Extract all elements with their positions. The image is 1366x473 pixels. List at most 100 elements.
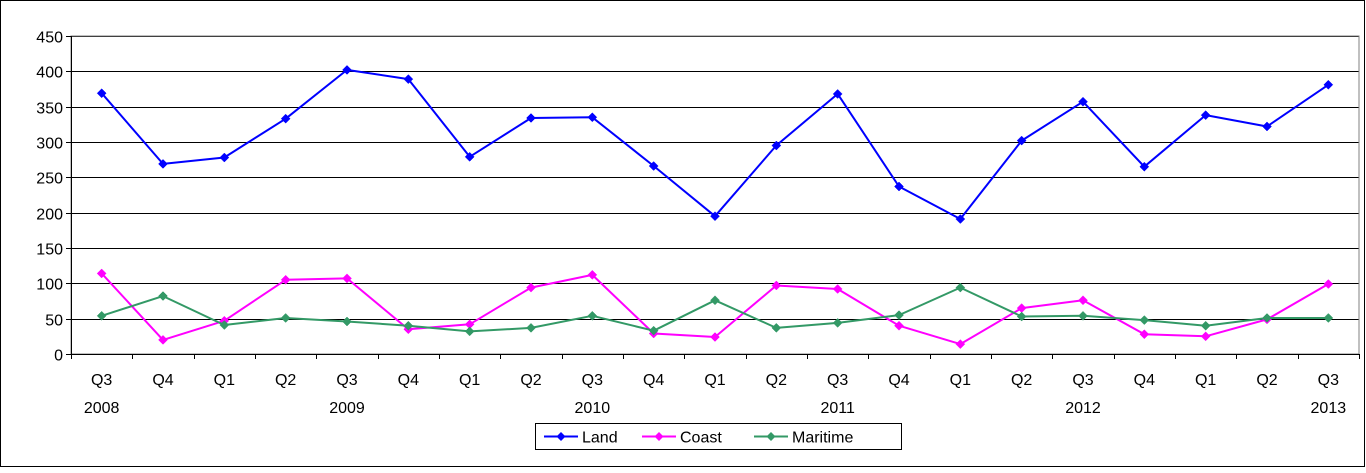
data-point <box>1078 295 1088 306</box>
data-point <box>710 211 720 222</box>
data-point <box>771 140 782 151</box>
x-tick-label-year: 2012 <box>1065 400 1101 417</box>
data-point <box>771 322 782 333</box>
data-point <box>96 88 107 99</box>
series-land <box>96 65 1334 224</box>
data-point <box>1139 161 1150 172</box>
data-point <box>1323 79 1334 90</box>
y-tick-label: 100 <box>36 277 63 294</box>
data-point <box>710 332 720 342</box>
legend-label: Maritime <box>792 430 853 447</box>
legend-label: Land <box>582 430 618 447</box>
x-tick-label-quarter: Q1 <box>704 372 725 389</box>
y-tick-label: 450 <box>36 30 63 47</box>
x-tick-label-year: 2011 <box>820 400 855 417</box>
x-tick-label-quarter: Q3 <box>582 372 603 389</box>
data-point <box>587 269 598 280</box>
series-layer <box>96 65 1334 349</box>
x-tick-label-quarter: Q4 <box>1134 372 1155 389</box>
data-point <box>96 310 107 321</box>
data-point <box>648 325 659 336</box>
x-tick-label-quarter: Q2 <box>766 372 787 389</box>
x-tick-label-quarter: Q3 <box>1318 372 1339 389</box>
data-point <box>1262 313 1272 323</box>
data-point <box>464 326 475 337</box>
x-tick-label-quarter: Q2 <box>1256 372 1277 389</box>
data-point <box>1139 329 1150 340</box>
x-tick-label-quarter: Q4 <box>398 372 419 389</box>
x-tick-label-quarter: Q2 <box>520 372 541 389</box>
data-point <box>219 152 230 163</box>
y-tick-label: 200 <box>36 207 63 224</box>
data-point <box>1323 313 1334 323</box>
data-point <box>342 273 352 284</box>
x-tick-label-year: 2009 <box>329 400 365 417</box>
legend-swatch-marker <box>766 432 776 441</box>
x-tick-label-quarter: Q1 <box>950 372 971 389</box>
x-tick-label-quarter: Q4 <box>888 372 909 389</box>
data-point <box>403 74 414 84</box>
legend-swatch-marker <box>654 432 664 441</box>
series-coast <box>96 268 1334 349</box>
data-point <box>587 310 598 321</box>
x-tick-label-quarter: Q1 <box>459 372 480 389</box>
data-point <box>280 113 291 124</box>
x-tick-label-year: 2008 <box>84 400 120 417</box>
y-tick-label: 400 <box>36 65 63 82</box>
data-point <box>832 318 843 328</box>
x-tick-label-quarter: Q3 <box>827 372 848 389</box>
data-point <box>158 159 168 169</box>
x-tick-label-quarter: Q2 <box>1011 372 1032 389</box>
data-point <box>526 322 536 333</box>
data-point <box>1200 320 1211 331</box>
y-tick-label: 300 <box>36 136 63 153</box>
x-tick-label-year: 2013 <box>1311 400 1347 417</box>
x-tick-label-quarter: Q4 <box>152 372 173 389</box>
data-point <box>526 113 536 123</box>
data-point <box>1323 279 1334 289</box>
y-tick-label: 350 <box>36 101 63 118</box>
legend-box <box>535 423 902 450</box>
data-point <box>587 112 598 123</box>
x-tick-label-quarter: Q3 <box>91 372 112 389</box>
data-point <box>1078 96 1088 107</box>
x-tick-label-quarter: Q4 <box>643 372 664 389</box>
x-tick-label-quarter: Q3 <box>1072 372 1093 389</box>
data-point <box>96 268 107 279</box>
data-point <box>894 181 904 192</box>
data-point <box>955 214 966 224</box>
data-point <box>832 89 843 99</box>
x-tick-label-quarter: Q1 <box>214 372 235 389</box>
legend-item-maritime: Maritime <box>754 430 853 447</box>
data-point <box>710 295 720 306</box>
data-point <box>1016 135 1027 146</box>
y-tick-label: 250 <box>36 171 63 188</box>
data-point <box>158 335 168 345</box>
x-axis: Q3 2008 Q4 Q1 Q2 Q3 2009 Q4 Q1 Q2 Q3 2010 Q4 Q1 Q2 Q3 20… <box>71 354 1360 417</box>
x-tick-label-year: 2010 <box>575 400 611 417</box>
data-point <box>832 284 843 294</box>
data-point <box>1262 121 1272 132</box>
data-point <box>342 316 352 327</box>
y-tick-label: 150 <box>36 242 63 259</box>
y-tick-label: 0 <box>54 348 63 365</box>
data-point <box>526 282 536 293</box>
y-tick-label: 50 <box>45 313 63 330</box>
data-point <box>403 320 414 331</box>
data-point <box>1200 331 1211 342</box>
legend-label: Coast <box>680 430 722 447</box>
x-tick-label-quarter: Q2 <box>275 372 296 389</box>
data-point <box>464 151 475 162</box>
data-point <box>280 313 291 323</box>
data-point <box>1016 311 1027 322</box>
data-point <box>158 291 168 301</box>
data-point <box>648 161 659 171</box>
data-point <box>219 320 230 330</box>
y-axis: 0 50 100 150 200 250 300 350 400 450 <box>36 30 72 365</box>
data-point <box>1078 310 1088 321</box>
data-point <box>1139 315 1150 325</box>
data-point <box>955 282 966 293</box>
data-point <box>894 310 904 320</box>
data-point <box>280 274 291 285</box>
